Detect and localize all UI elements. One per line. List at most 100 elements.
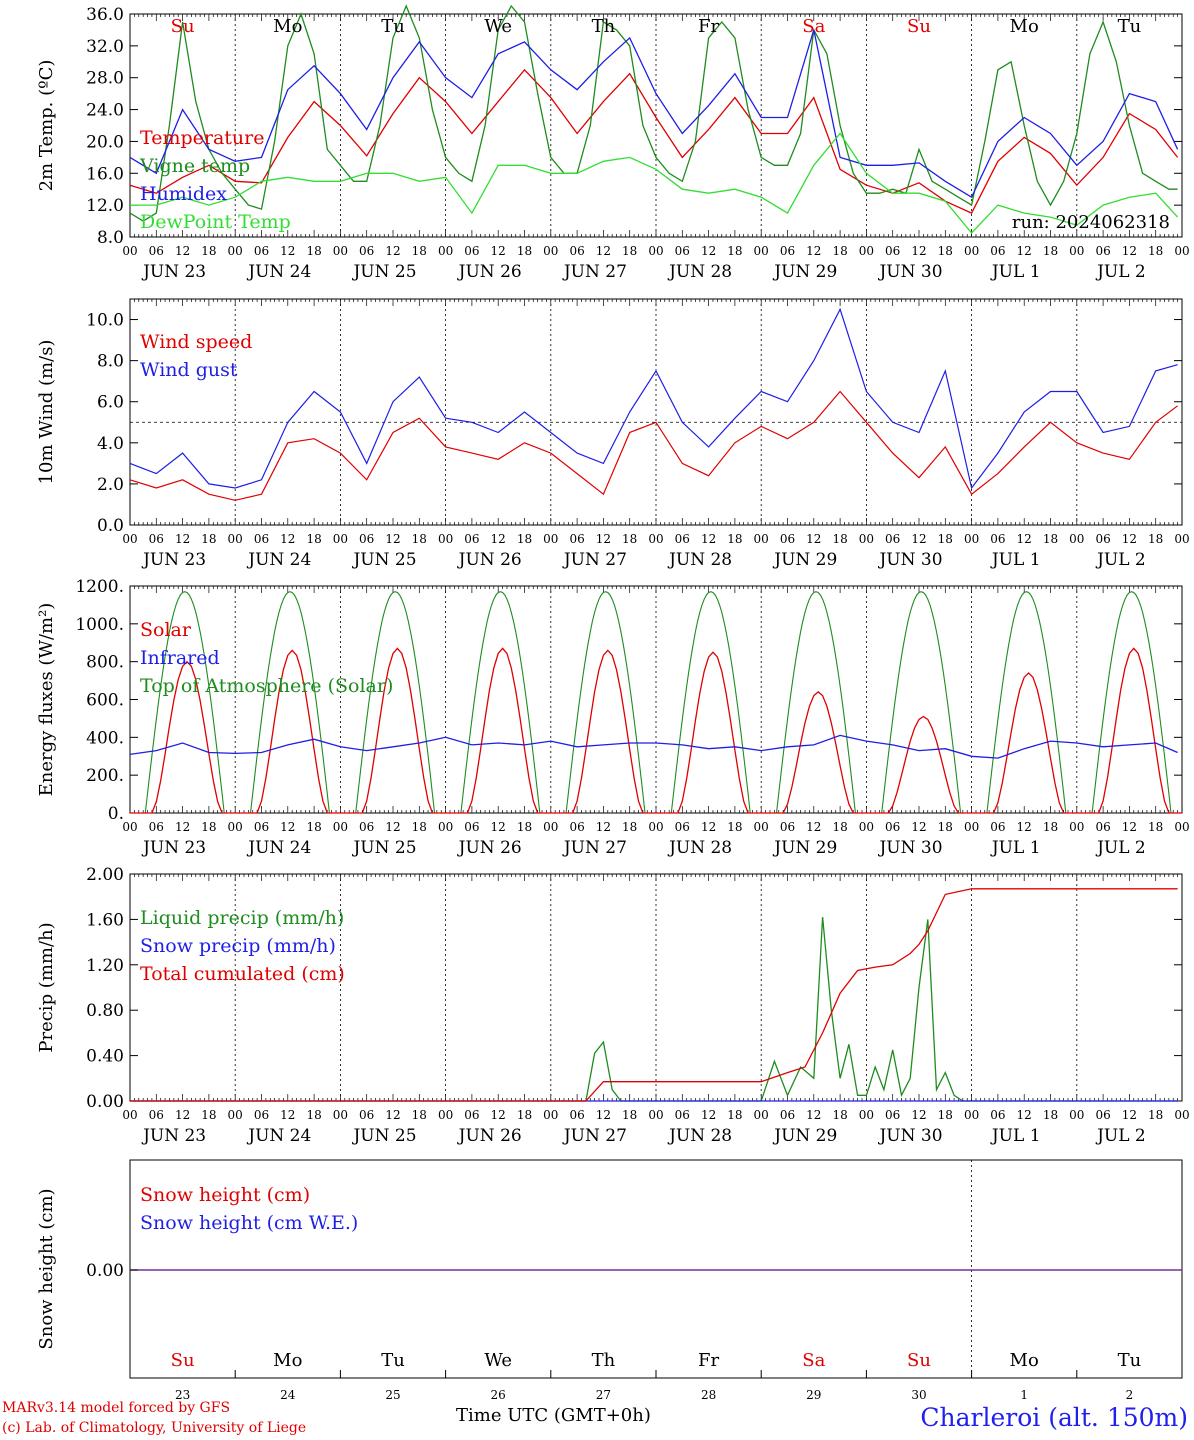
hour-tick-label: 00	[1069, 244, 1084, 258]
hour-tick-label: 00	[1174, 532, 1189, 546]
series-line-total-cumulated-cm-	[130, 888, 1178, 1102]
hour-tick-label: 00	[754, 1108, 769, 1122]
hour-tick-label: 18	[517, 244, 532, 258]
y-tick-label: 24.0	[86, 101, 124, 121]
hour-tick-label: 18	[517, 1108, 532, 1122]
hour-tick-label: 06	[359, 1108, 374, 1122]
hour-tick-label: 06	[464, 532, 479, 546]
legend-entry: Snow height (cm W.E.)	[140, 1212, 358, 1234]
hour-tick-label: 12	[911, 532, 926, 546]
hour-tick-label: 06	[885, 1108, 900, 1122]
weekday-label: We	[484, 16, 512, 37]
weekday-label: We	[484, 1350, 512, 1371]
series-line-liquid-precip-mm-h-	[130, 917, 1178, 1102]
hour-tick-label: 00	[1069, 820, 1084, 834]
hour-tick-label: 00	[859, 532, 874, 546]
hour-tick-label: 06	[990, 1108, 1005, 1122]
date-tick-label: JUN 23	[141, 1126, 206, 1146]
weekday-label: Th	[592, 1350, 616, 1371]
hour-tick-label: 12	[1122, 820, 1137, 834]
hour-tick-label: 00	[228, 820, 243, 834]
weekday-label: Tu	[1118, 16, 1142, 37]
weekday-label: Th	[592, 16, 616, 37]
hour-tick-label: 06	[149, 244, 164, 258]
date-tick-label: JUN 25	[351, 262, 416, 282]
legend-entry: Infrared	[140, 647, 220, 669]
legend-entry: Wind speed	[140, 331, 252, 353]
legend-entry: Solar	[140, 619, 192, 641]
hour-tick-label: 06	[990, 532, 1005, 546]
hour-tick-label: 06	[149, 1108, 164, 1122]
hour-tick-label: 18	[622, 1108, 637, 1122]
hour-tick-label: 00	[1174, 244, 1189, 258]
hour-tick-label: 12	[385, 1108, 400, 1122]
hour-tick-label: 18	[306, 1108, 321, 1122]
date-tick-label: JUN 30	[877, 262, 942, 282]
day-number-label: 30	[911, 1388, 926, 1402]
hour-tick-label: 12	[280, 244, 295, 258]
hour-tick-label: 00	[1069, 1108, 1084, 1122]
hour-tick-label: 00	[1069, 532, 1084, 546]
hour-tick-label: 00	[543, 1108, 558, 1122]
weekday-label: Mo	[273, 1350, 302, 1371]
hour-tick-label: 00	[859, 244, 874, 258]
hour-tick-label: 18	[306, 820, 321, 834]
y-axis-label: Snow height (cm)	[36, 1188, 57, 1349]
date-tick-label: JUN 24	[246, 1126, 311, 1146]
hour-tick-label: 18	[412, 1108, 427, 1122]
date-tick-label: JUL 2	[1095, 1126, 1146, 1146]
day-number-label: 24	[280, 1388, 296, 1402]
hour-tick-label: 18	[832, 820, 847, 834]
lab-credit: (c) Lab. of Climatology, University of L…	[2, 1420, 307, 1436]
y-tick-label: 0.0	[97, 516, 124, 536]
hour-tick-label: 06	[254, 244, 269, 258]
hour-tick-label: 00	[754, 532, 769, 546]
hour-tick-label: 00	[438, 1108, 453, 1122]
y-tick-label: 200.	[86, 766, 124, 786]
series-line-wind-gust	[129, 307, 1178, 490]
hour-tick-label: 00	[543, 820, 558, 834]
hour-tick-label: 06	[569, 532, 584, 546]
hour-tick-label: 12	[385, 532, 400, 546]
hour-tick-label: 00	[1174, 1108, 1189, 1122]
series-line-solar	[130, 647, 1182, 814]
hour-tick-label: 06	[1095, 244, 1110, 258]
legend-entry: Total cumulated (cm)	[140, 963, 345, 985]
legend-entry: Snow precip (mm/h)	[140, 935, 336, 957]
y-tick-label: 1.60	[86, 910, 124, 930]
weekday-label: Tu	[1118, 1350, 1142, 1371]
hour-tick-label: 00	[438, 532, 453, 546]
weekday-label: Su	[907, 16, 931, 37]
hour-tick-label: 06	[254, 532, 269, 546]
hour-tick-label: 18	[1148, 1108, 1163, 1122]
hour-tick-label: 06	[675, 532, 690, 546]
date-tick-label: JUN 23	[141, 262, 206, 282]
y-tick-label: 600.	[86, 691, 124, 711]
station-name: Charleroi (alt. 150m)	[920, 1403, 1188, 1432]
hour-tick-label: 12	[806, 820, 821, 834]
date-tick-label: JUN 26	[457, 262, 522, 282]
hour-tick-label: 18	[201, 244, 216, 258]
date-tick-label: JUN 25	[351, 1126, 416, 1146]
y-tick-label: 0.	[108, 804, 124, 824]
hour-tick-label: 18	[412, 820, 427, 834]
hour-tick-label: 00	[438, 820, 453, 834]
hour-tick-label: 18	[517, 532, 532, 546]
hour-tick-label: 00	[122, 532, 137, 546]
weekday-label: Su	[907, 1350, 931, 1371]
weekday-label: Tu	[381, 16, 405, 37]
y-tick-label: 1.20	[86, 956, 124, 976]
date-tick-label: JUN 29	[772, 1126, 837, 1146]
hour-tick-label: 18	[727, 532, 742, 546]
hour-tick-label: 06	[359, 244, 374, 258]
date-tick-label: JUL 1	[990, 550, 1041, 570]
model-credit: MARv3.14 model forced by GFS	[2, 1400, 231, 1416]
hour-tick-label: 18	[1148, 820, 1163, 834]
y-tick-label: 0.00	[86, 1092, 124, 1112]
hour-tick-label: 00	[1174, 820, 1189, 834]
hour-tick-label: 00	[122, 820, 137, 834]
y-tick-label: 800.	[86, 653, 124, 673]
hour-tick-label: 06	[254, 820, 269, 834]
hour-tick-label: 06	[569, 820, 584, 834]
